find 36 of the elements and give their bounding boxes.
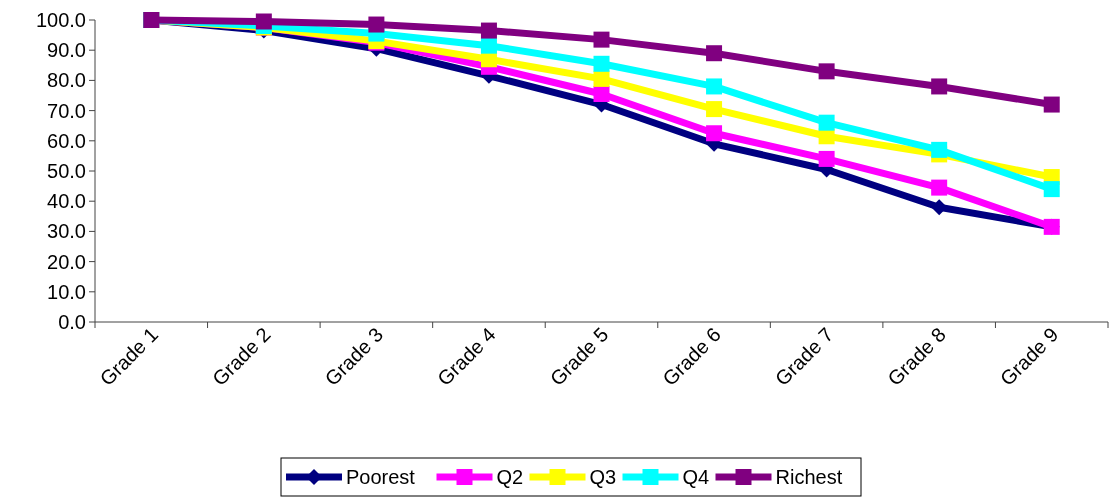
y-tick-label: 40.0 — [47, 190, 86, 213]
point — [818, 63, 835, 80]
point — [931, 78, 948, 95]
y-tick-label: 30.0 — [47, 220, 86, 243]
point — [706, 78, 723, 95]
point — [706, 101, 723, 118]
legend-label: Richest — [775, 466, 843, 488]
legend-label: Q2 — [496, 466, 524, 488]
y-tick-label: 10.0 — [47, 280, 86, 303]
legend-label: Q4 — [682, 466, 710, 488]
point — [706, 125, 723, 142]
y-tick-label: 70.0 — [47, 99, 86, 122]
point — [1043, 96, 1060, 113]
y-tick-label: 50.0 — [47, 160, 86, 182]
y-tick-label: 60.0 — [47, 129, 86, 152]
point — [255, 13, 272, 30]
y-tick-label: 80.0 — [47, 69, 86, 92]
point — [480, 22, 497, 39]
legend-label: Q3 — [589, 466, 617, 488]
point — [818, 114, 835, 131]
y-tick-label: 0.0 — [58, 311, 86, 333]
point — [1043, 181, 1060, 198]
point — [593, 85, 610, 102]
point — [818, 150, 835, 167]
point — [931, 141, 948, 158]
point — [593, 70, 610, 87]
point — [931, 179, 948, 196]
y-tick-label: 100.0 — [35, 9, 86, 31]
point — [480, 37, 497, 54]
point — [706, 45, 723, 62]
point — [593, 55, 610, 72]
y-tick-label: 90.0 — [47, 39, 86, 62]
legend-label: Poorest — [346, 466, 416, 488]
point — [368, 16, 385, 33]
y-tick-label: 20.0 — [47, 250, 86, 273]
point — [593, 31, 610, 48]
